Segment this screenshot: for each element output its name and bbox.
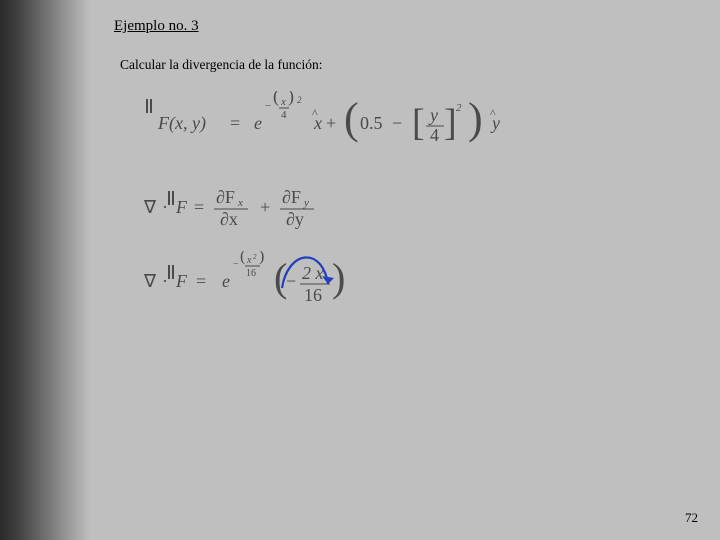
svg-text:=: = (194, 197, 204, 217)
svg-text:e: e (254, 113, 262, 133)
svg-text:2 x: 2 x (302, 263, 324, 283)
slide-content: Ejemplo no. 3 Calcular la divergencia de… (90, 0, 720, 540)
svg-text:4: 4 (281, 109, 287, 121)
svg-text:2: 2 (456, 102, 462, 114)
svg-text:F: F (175, 197, 188, 217)
svg-text:): ) (468, 94, 483, 143)
svg-text:0.5: 0.5 (360, 113, 383, 133)
svg-text:+: + (326, 113, 336, 133)
formula-2: ∇ · F = ∂F x ∂x + ∂F y ∂y (144, 181, 696, 235)
svg-text:∂y: ∂y (286, 209, 304, 229)
svg-text:−: − (392, 113, 402, 133)
svg-text:∂F: ∂F (216, 187, 235, 207)
sidebar-gradient (0, 0, 90, 540)
svg-text:[: [ (412, 102, 425, 144)
formula-1: F(x, y) = e − ( x 4 ) 2 x ^ + (144, 91, 696, 153)
svg-text:e: e (222, 271, 230, 291)
svg-text:): ) (332, 255, 345, 300)
svg-text:·: · (162, 197, 168, 217)
svg-text:F(x, y): F(x, y) (157, 113, 206, 134)
svg-text:y: y (428, 105, 438, 125)
svg-text:16: 16 (304, 285, 322, 305)
svg-text:y: y (303, 197, 309, 209)
svg-text:−: − (265, 100, 271, 112)
svg-text:(: ( (344, 94, 359, 143)
svg-text:2: 2 (297, 95, 302, 105)
svg-text:=: = (196, 271, 206, 291)
svg-text:∂x: ∂x (220, 209, 238, 229)
formula-3: ∇ · F = e − ( x 2 16 ) ( − 2 (144, 251, 696, 311)
svg-text:): ) (259, 251, 264, 265)
svg-text:−: − (286, 271, 296, 291)
svg-text:): ) (288, 91, 294, 107)
svg-text:∂F: ∂F (282, 187, 301, 207)
svg-text:−: − (233, 259, 239, 270)
svg-text:x: x (246, 255, 252, 266)
svg-text:2: 2 (253, 253, 257, 261)
page-number: 72 (685, 510, 698, 526)
svg-text:=: = (230, 113, 240, 133)
svg-text:·: · (162, 271, 168, 291)
svg-text:x: x (280, 96, 286, 108)
svg-text:]: ] (444, 102, 457, 144)
svg-text:+: + (260, 197, 270, 217)
slide-title: Ejemplo no. 3 (114, 18, 696, 35)
svg-text:∇: ∇ (144, 197, 157, 217)
svg-text:16: 16 (246, 268, 256, 279)
svg-text:F: F (175, 271, 188, 291)
slide-subtitle: Calcular la divergencia de la función: (120, 57, 696, 73)
svg-text:(: ( (240, 251, 245, 265)
svg-text:4: 4 (430, 125, 439, 145)
svg-text:(: ( (273, 91, 279, 107)
svg-text:x: x (237, 197, 243, 209)
svg-text:∇: ∇ (144, 271, 157, 291)
svg-text:^: ^ (490, 106, 496, 120)
svg-text:^: ^ (312, 106, 318, 120)
